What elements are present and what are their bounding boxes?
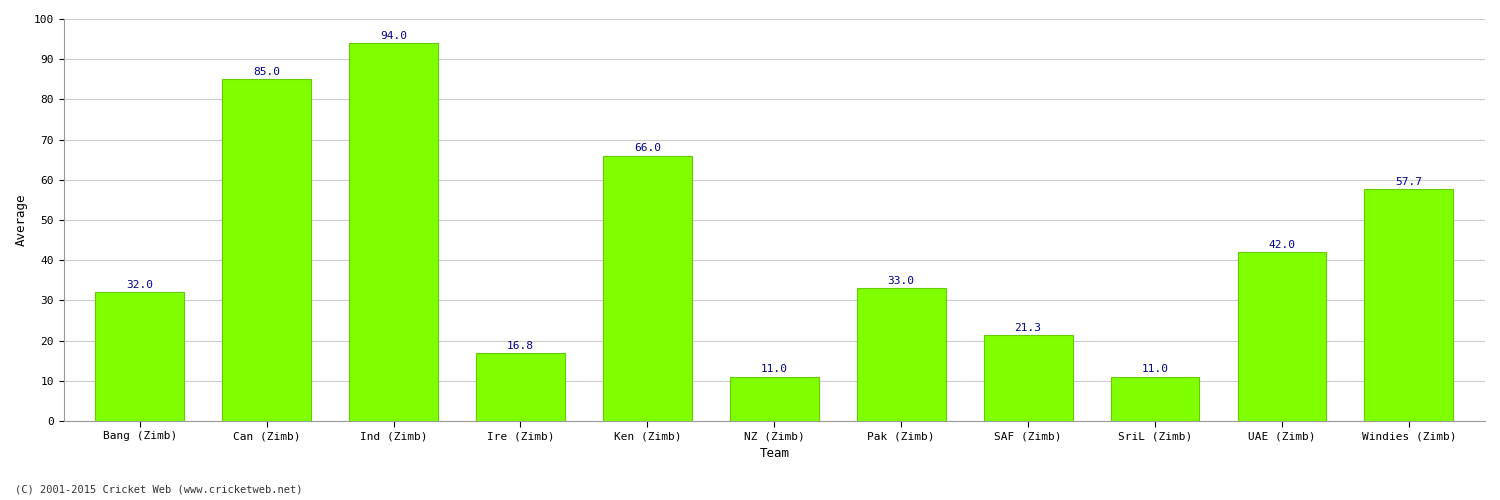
Y-axis label: Average: Average — [15, 194, 28, 246]
Text: 42.0: 42.0 — [1269, 240, 1296, 250]
Text: 94.0: 94.0 — [380, 30, 406, 40]
Bar — [1365, 189, 1454, 421]
Bar — [222, 80, 310, 421]
Text: 21.3: 21.3 — [1014, 323, 1041, 333]
Bar — [476, 354, 566, 421]
Text: 33.0: 33.0 — [888, 276, 915, 286]
Bar — [1238, 252, 1326, 421]
Bar — [603, 156, 692, 421]
Text: 85.0: 85.0 — [254, 67, 280, 77]
Bar — [984, 336, 1072, 421]
X-axis label: Team: Team — [759, 447, 789, 460]
Text: 57.7: 57.7 — [1395, 176, 1422, 186]
Bar — [96, 292, 184, 421]
Bar — [350, 43, 438, 421]
Bar — [856, 288, 945, 421]
Text: 16.8: 16.8 — [507, 341, 534, 351]
Text: 32.0: 32.0 — [126, 280, 153, 290]
Text: (C) 2001-2015 Cricket Web (www.cricketweb.net): (C) 2001-2015 Cricket Web (www.cricketwe… — [15, 485, 303, 495]
Bar — [730, 377, 819, 421]
Text: 11.0: 11.0 — [760, 364, 788, 374]
Text: 66.0: 66.0 — [634, 144, 662, 154]
Text: 11.0: 11.0 — [1142, 364, 1168, 374]
Bar — [1110, 377, 1200, 421]
